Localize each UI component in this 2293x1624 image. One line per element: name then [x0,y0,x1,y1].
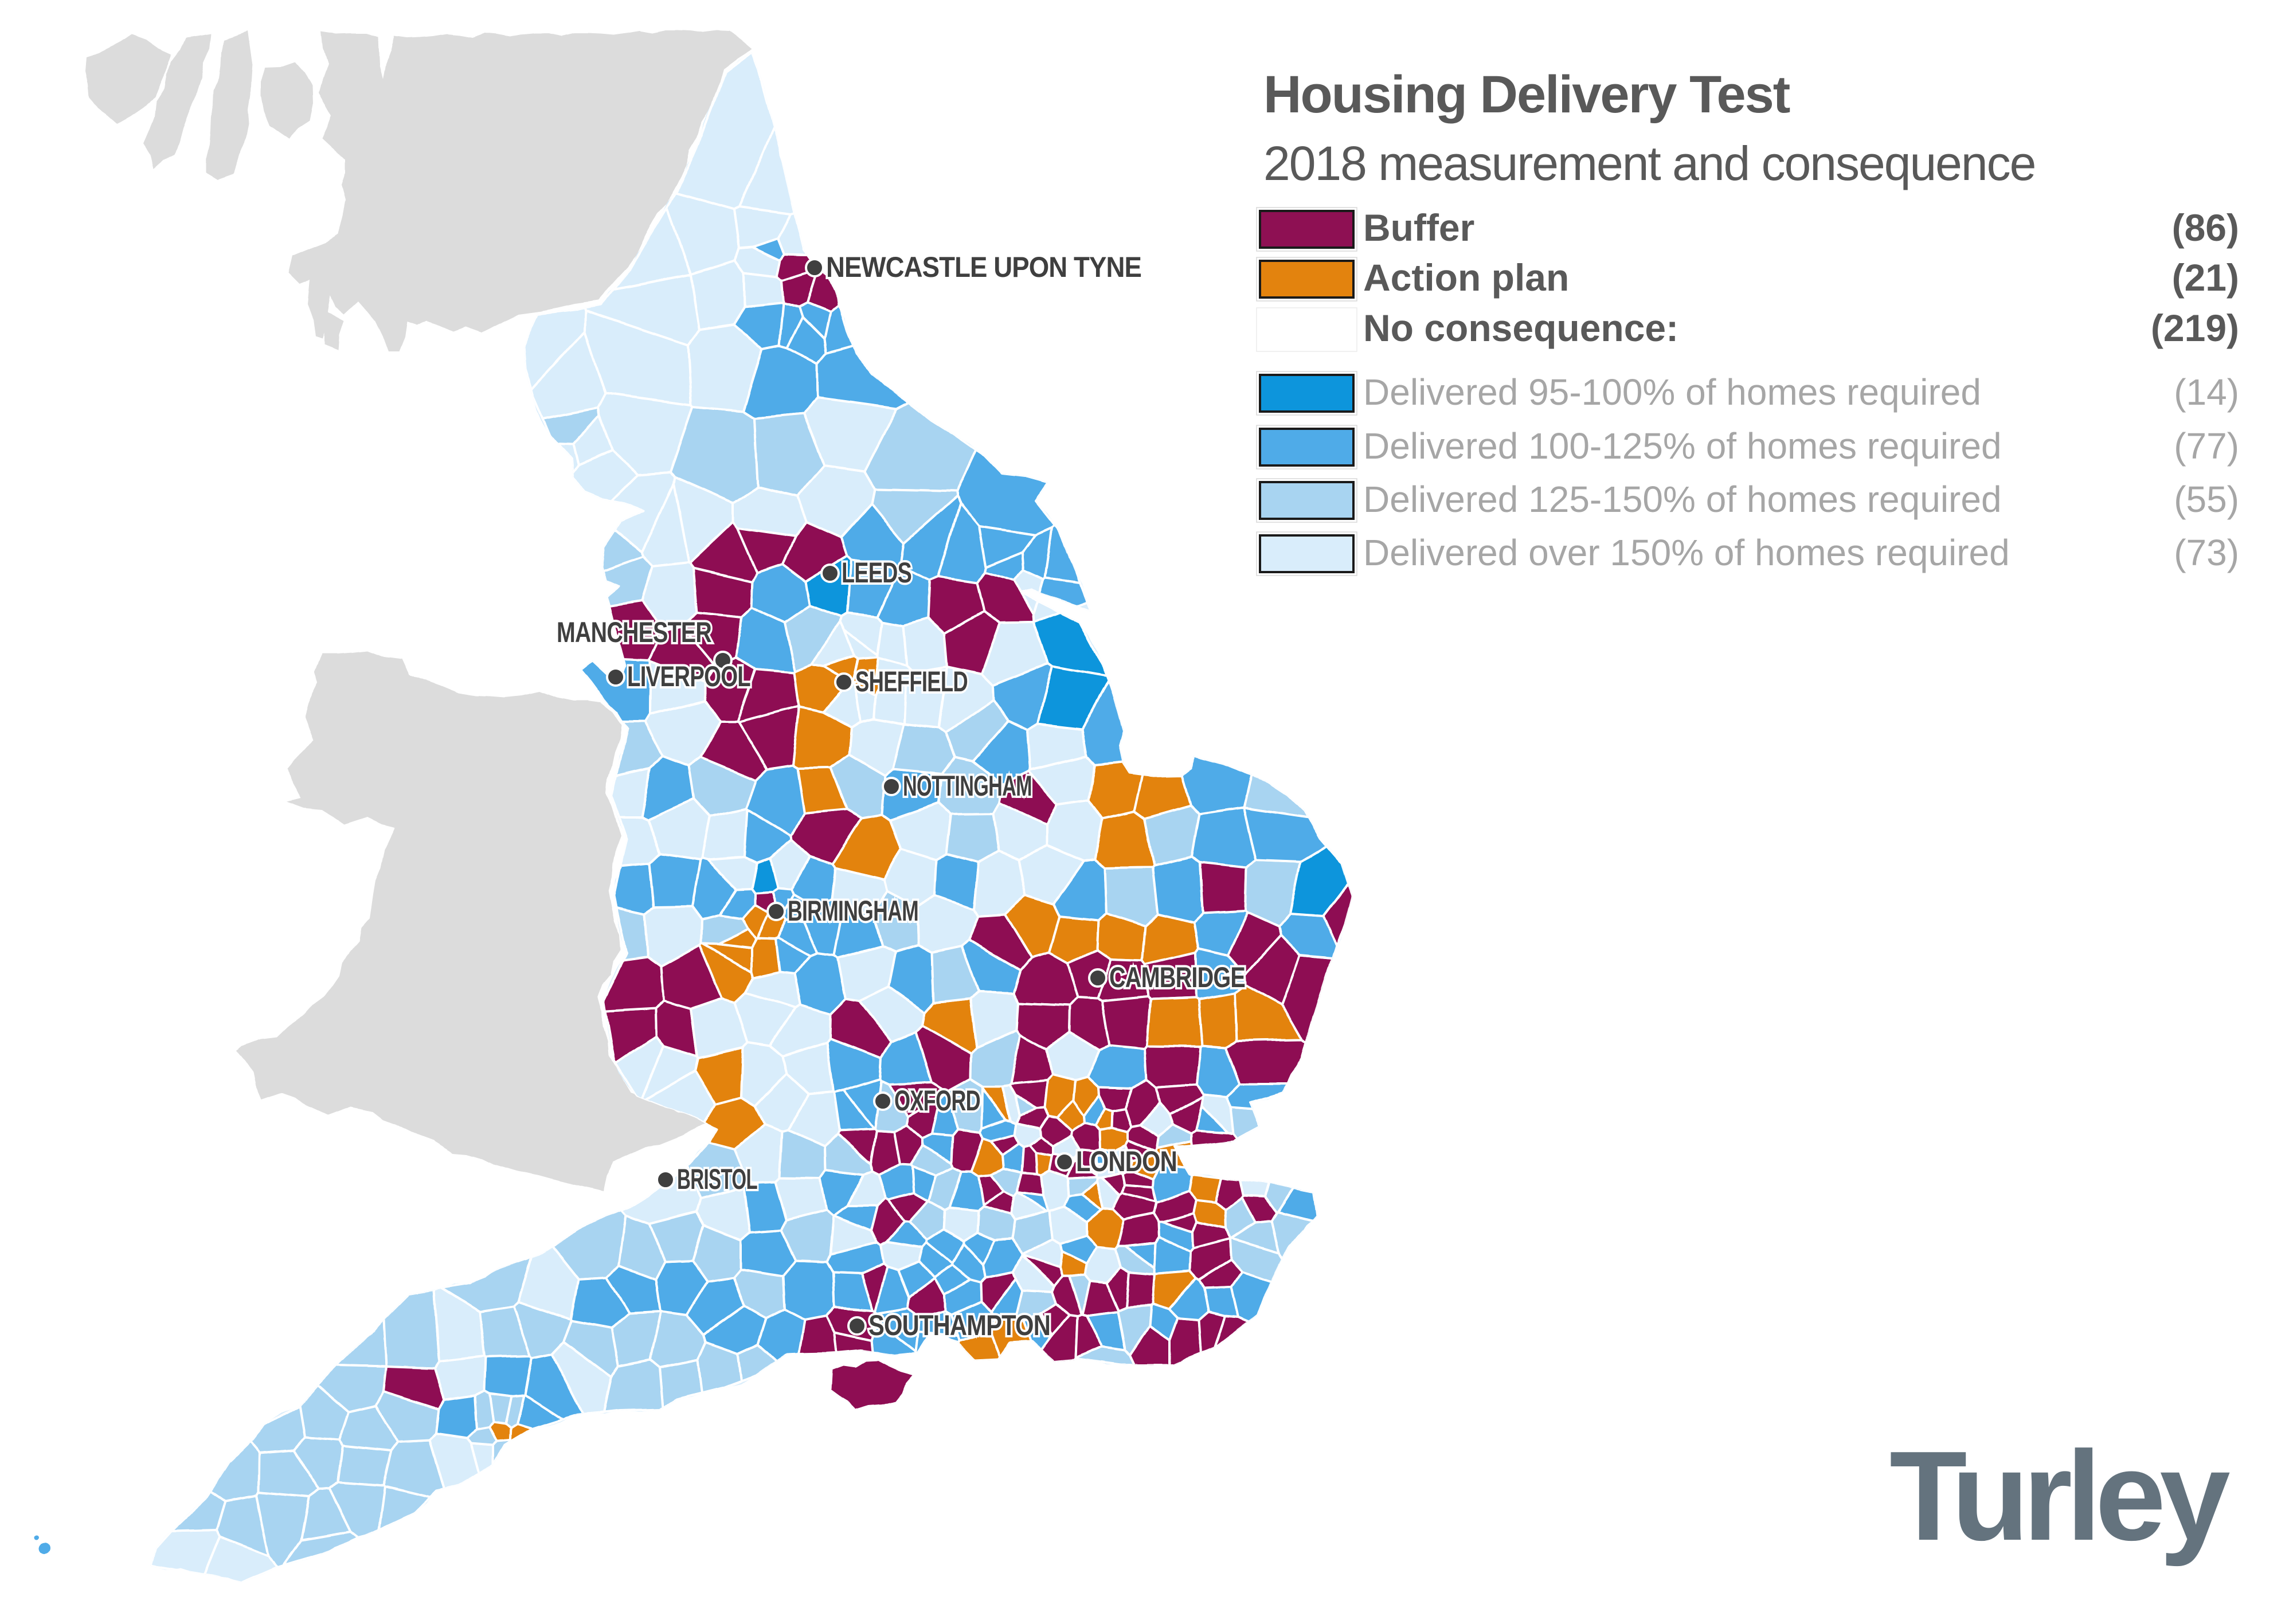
svg-text:BRISTOL: BRISTOL [677,1163,757,1195]
svg-text:2018 measurement and consequen: 2018 measurement and consequence [1263,136,2035,190]
svg-text:OXFORD: OXFORD [894,1085,980,1117]
svg-text:BIRMINGHAM: BIRMINGHAM [788,895,918,927]
svg-text:NEWCASTLE UPON TYNE: NEWCASTLE UPON TYNE [826,251,1141,283]
svg-text:Delivered 125-150% of homes re: Delivered 125-150% of homes required [1363,479,2002,520]
svg-text:(55): (55) [2174,479,2239,520]
svg-text:Delivered over 150% of homes r: Delivered over 150% of homes required [1363,532,2010,573]
svg-text:Delivered 95-100% of homes req: Delivered 95-100% of homes required [1363,371,1981,413]
svg-text:(77): (77) [2174,425,2239,467]
svg-text:(21): (21) [2172,256,2239,299]
svg-text:CAMBRIDGE: CAMBRIDGE [1109,961,1245,993]
svg-text:Delivered 100-125% of homes re: Delivered 100-125% of homes required [1363,425,2002,467]
svg-text:SOUTHAMPTON: SOUTHAMPTON [868,1309,1050,1341]
svg-text:No consequence:: No consequence: [1363,307,1678,349]
svg-text:NOTTINGHAM: NOTTINGHAM [903,770,1032,802]
svg-text:LONDON: LONDON [1076,1145,1177,1177]
svg-text:(86): (86) [2172,206,2239,249]
svg-text:LEEDS: LEEDS [842,557,911,589]
svg-text:(219): (219) [2151,307,2239,349]
svg-text:SHEFFIELD: SHEFFIELD [855,666,968,698]
svg-text:LIVERPOOL: LIVERPOOL [627,660,750,692]
svg-text:(14): (14) [2174,371,2239,413]
svg-text:Housing Delivery Test: Housing Delivery Test [1263,65,1790,124]
svg-text:MANCHESTER: MANCHESTER [557,616,712,648]
svg-text:Buffer: Buffer [1363,206,1474,249]
svg-text:Action plan: Action plan [1363,256,1569,299]
svg-text:Turley: Turley [1889,1425,2230,1567]
svg-text:(73): (73) [2174,532,2239,573]
